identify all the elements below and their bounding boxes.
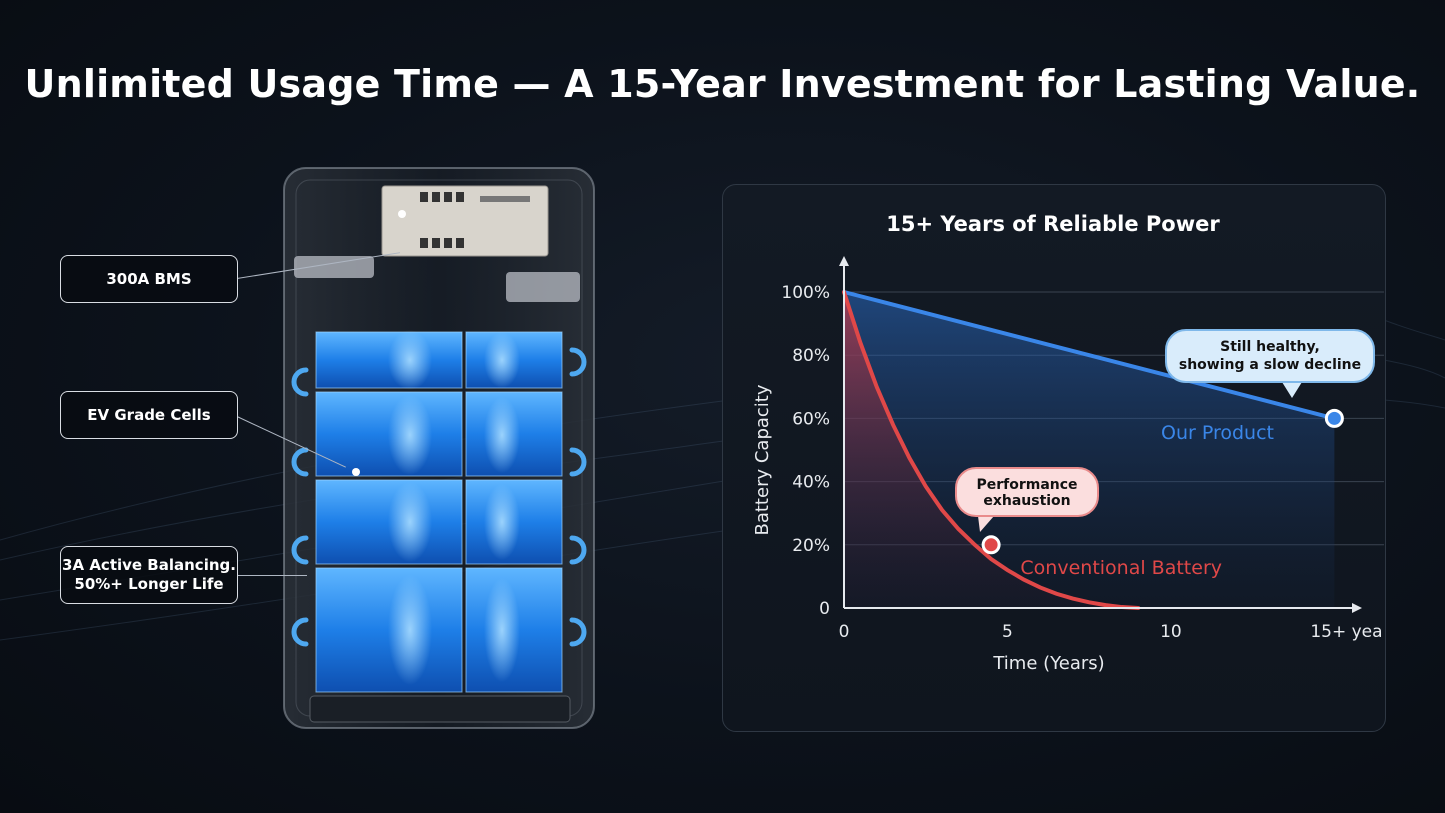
bms-callout-label: 300A BMS [106,269,192,288]
conventional-battery-marker [981,535,1001,555]
x-tick-label: 10 [1160,622,1182,642]
battery-cabinet-illustration [283,167,595,729]
product-bubble [1165,329,1375,383]
our-product-marker [1324,408,1344,428]
our-product-line [842,290,1337,421]
balancing-callout-line1: 3A Active Balancing. [62,556,236,574]
x-tick-label: 15+ years [1310,622,1384,642]
y-tick-label: 20% [792,536,830,556]
y-tick-label: 0 [819,599,830,619]
balancing-leader-line [237,575,307,576]
x-axis-arrow [1352,603,1362,613]
page-title: Unlimited Usage Time — A 15-Year Investm… [24,62,1421,106]
our-product-label: Our Product [1161,422,1274,444]
conventional-bubble-pointer [978,516,994,532]
cells-callout: EV Grade Cells [60,391,238,439]
conventional-bubble-line2: exhaustion [983,493,1070,509]
product-bubble-line2: showing a slow decline [1179,357,1361,373]
y-tick-label: 60% [792,409,830,429]
conventional-bubble [955,467,1099,517]
conventional-battery-line [842,290,1141,610]
balancing-callout: 3A Active Balancing. 50%+ Longer Life [60,546,238,604]
x-tick-label: 5 [1002,622,1013,642]
conventional-bubble-line1: Performance [976,477,1077,493]
bms-callout: 300A BMS [60,255,238,303]
y-tick-label: 100% [781,283,830,303]
y-axis-arrow [839,256,849,266]
conventional-battery-label: Conventional Battery [1020,557,1222,579]
x-axis-title: Time (Years) [992,653,1104,674]
y-tick-label: 40% [792,473,830,493]
product-bubble-pointer [1282,382,1302,398]
balancing-callout-line2: 50%+ Longer Life [74,575,224,593]
x-tick-label: 0 [839,622,850,642]
product-bubble-line1: Still healthy, [1220,339,1320,355]
y-axis-title: Battery Capacity [752,384,773,535]
y-tick-label: 80% [792,346,830,366]
chart-title: 15+ Years of Reliable Power [886,212,1220,236]
our-product-area [844,292,1335,608]
conventional-battery-area [844,292,1139,608]
capacity-chart: 0 20% 40% 60% 80% 100% 0 5 10 15+ years Time (Year… [752,256,1384,674]
cells-callout-label: EV Grade Cells [87,405,211,424]
